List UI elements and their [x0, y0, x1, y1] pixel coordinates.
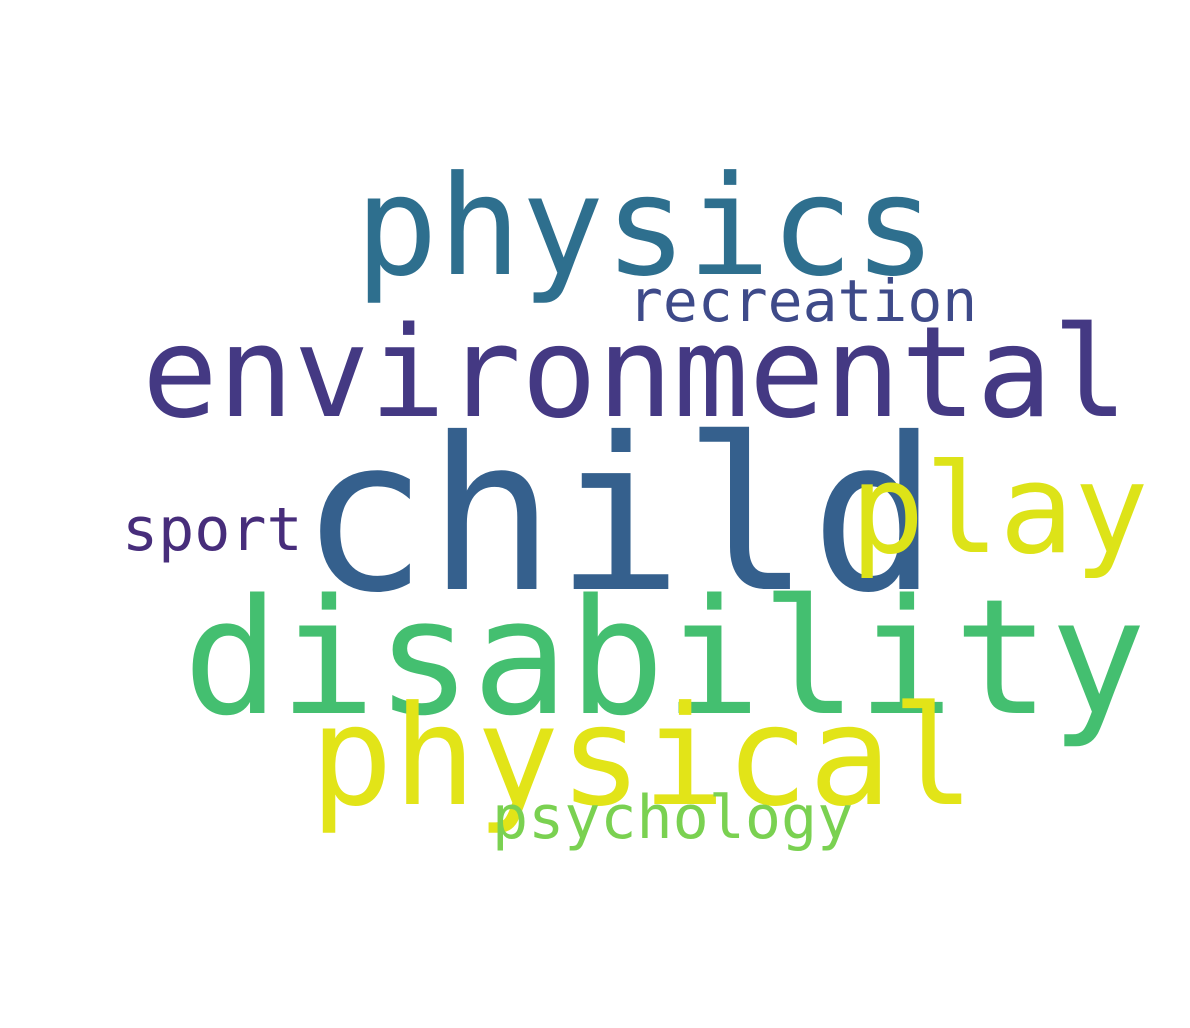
- word-physical: physical: [310, 676, 975, 837]
- word-environmental: environmental: [142, 299, 1129, 446]
- word-recreation: recreation: [628, 267, 978, 335]
- word-sport: sport: [122, 495, 303, 565]
- word-child: child: [300, 392, 939, 639]
- word-play: play: [850, 438, 1149, 582]
- word-psychology: psychology: [492, 783, 854, 853]
- word-disability: disability: [183, 564, 1147, 751]
- word-physics: physics: [355, 146, 937, 307]
